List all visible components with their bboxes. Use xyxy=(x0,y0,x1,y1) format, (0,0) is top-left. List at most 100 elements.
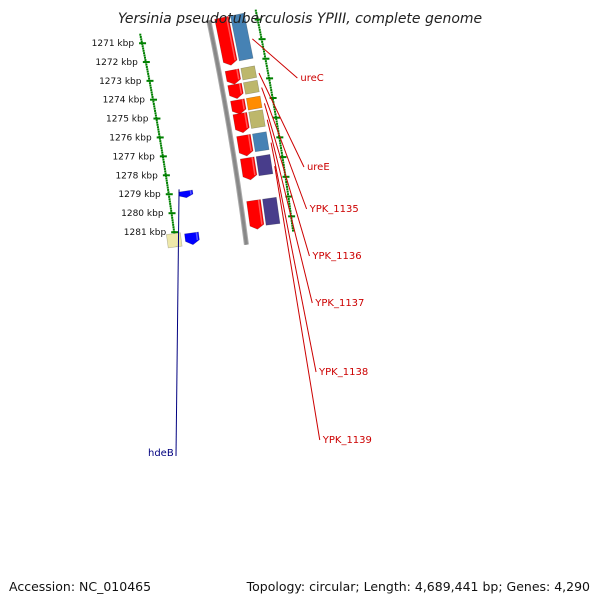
tick-ring: 1271 kbp 1272 kbp 1273 kbp 1274 kbp 1275 kbp… xyxy=(92,9,296,247)
tick-dot xyxy=(269,86,272,89)
tick-dot xyxy=(258,26,261,29)
tick-dot xyxy=(167,188,170,191)
tick-dot xyxy=(156,121,159,124)
tick-dot xyxy=(142,49,145,52)
gene-label-hdeb: hdeB xyxy=(148,448,174,459)
tick-dot xyxy=(288,202,291,205)
tick-label: 1271 kbp xyxy=(92,39,135,49)
label-leader xyxy=(258,72,305,168)
tick-dot xyxy=(274,110,277,113)
tick-dot xyxy=(166,181,169,184)
tick-dot xyxy=(261,40,264,43)
tick-dot xyxy=(155,119,158,122)
tick-dot xyxy=(143,54,146,57)
tick-dot xyxy=(279,144,282,147)
cds-feature xyxy=(232,112,250,134)
gene-feature xyxy=(248,109,266,129)
tick-dot xyxy=(254,9,257,12)
tick-dot xyxy=(282,161,285,164)
tick-dot xyxy=(162,160,165,163)
tick-dot xyxy=(274,113,277,116)
gene-labels: ureC ureE YPK_1135 YPK_1136 YPK_1137 YPK_1138… xyxy=(148,38,372,459)
tick-dot xyxy=(273,108,276,111)
tick-dot xyxy=(256,16,259,19)
tick-dot xyxy=(283,166,286,169)
gene-feature xyxy=(245,95,263,111)
tick-dot xyxy=(278,137,281,140)
tick-dot xyxy=(267,72,270,75)
tick-dot xyxy=(258,28,261,31)
tick-dot xyxy=(288,200,291,203)
tick-dot xyxy=(166,186,169,189)
cds-feature xyxy=(224,68,242,85)
gene-feature xyxy=(252,131,270,153)
accession-label: Accession: NC_010465 xyxy=(9,579,152,594)
tick-dot xyxy=(291,229,294,232)
tick-dot xyxy=(276,127,279,130)
tick-dot xyxy=(168,195,171,198)
tick-dot xyxy=(171,221,174,224)
tick-dot xyxy=(275,118,278,121)
tick-dot xyxy=(267,74,270,77)
genome-backbone xyxy=(207,20,248,245)
tick-dot xyxy=(165,177,168,180)
tick-label: 1280 kbp xyxy=(121,209,164,219)
tick-dot xyxy=(139,35,142,38)
tick-dot xyxy=(148,82,151,85)
tick-dot xyxy=(271,93,274,96)
tick-dot xyxy=(270,91,273,94)
tick-dot xyxy=(163,167,166,170)
cds-feature xyxy=(230,98,247,115)
tick-dot xyxy=(158,137,161,140)
tick-label: 1281 kbp xyxy=(124,228,167,238)
gene-feature xyxy=(262,196,281,226)
gene-label-ypk_1138: YPK_1138 xyxy=(318,367,368,378)
tick-dot xyxy=(159,142,162,145)
tick-dot xyxy=(169,207,172,210)
tick-dot xyxy=(261,43,264,46)
tick-dot xyxy=(282,164,285,167)
tick-dot xyxy=(150,89,153,92)
tick-dot xyxy=(140,38,143,41)
tick-dot xyxy=(263,52,266,55)
tick-dot xyxy=(285,181,288,184)
gene-feature xyxy=(230,12,254,62)
tick-dot xyxy=(169,205,172,208)
tick-dot xyxy=(275,120,278,123)
tick-dot xyxy=(151,93,154,96)
tick-dot xyxy=(265,64,268,67)
tick-dot xyxy=(146,68,149,71)
tick-dot xyxy=(170,214,173,217)
tick-dot xyxy=(270,89,273,92)
tick-dot xyxy=(280,149,283,152)
tick-dot xyxy=(285,185,288,188)
tick-dot xyxy=(160,144,163,147)
tick-dot xyxy=(163,163,166,166)
tick-dot xyxy=(284,178,287,181)
tick-dot xyxy=(149,84,152,87)
tick-dot xyxy=(172,223,175,226)
tick-dot xyxy=(286,188,289,191)
tick-dot xyxy=(139,33,142,36)
label-leader xyxy=(274,166,321,441)
tick-dot xyxy=(269,84,272,87)
cds-feature xyxy=(239,156,258,181)
gene-label-ypk_1136: YPK_1136 xyxy=(311,251,361,262)
tick-dot xyxy=(291,227,294,230)
gene-feature xyxy=(184,231,200,246)
tick-dot xyxy=(268,79,271,82)
cds-feature xyxy=(214,15,238,66)
backbone-layer xyxy=(206,19,249,245)
tick-dot xyxy=(144,59,147,62)
tick-dot xyxy=(154,109,157,112)
tick-dot xyxy=(262,45,265,48)
tick-dot xyxy=(291,224,294,227)
tick-dot xyxy=(141,45,144,48)
tick-dot xyxy=(163,165,166,168)
tick-dot xyxy=(161,154,164,157)
tick-dot xyxy=(268,81,271,84)
tick-dot xyxy=(171,219,174,222)
gene-label-urec: ureC xyxy=(300,73,323,84)
